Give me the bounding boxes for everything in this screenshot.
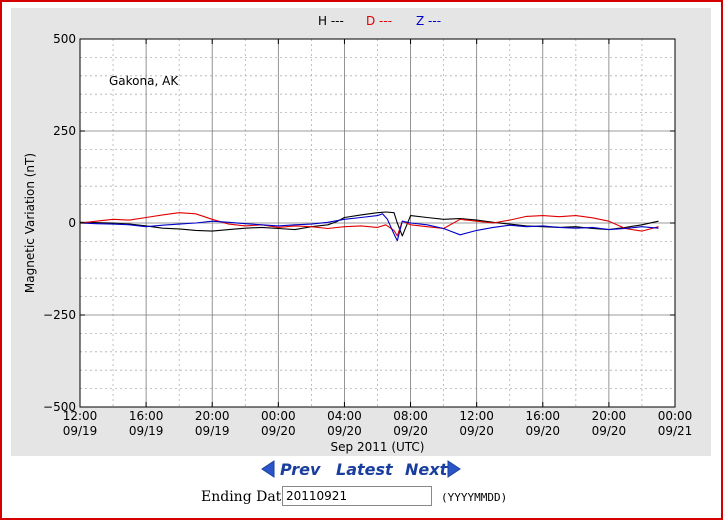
- legend-entry-d: D ---: [366, 14, 392, 28]
- x-tick-time-label: 20:00: [195, 409, 230, 423]
- x-tick-date-label: 09/21: [658, 424, 693, 438]
- x-tick-time-label: 12:00: [63, 409, 98, 423]
- x-tick-time-label: 12:00: [459, 409, 494, 423]
- x-tick-date-label: 09/20: [393, 424, 428, 438]
- x-tick-time-label: 08:00: [393, 409, 428, 423]
- x-tick-date-label: 09/20: [261, 424, 296, 438]
- prev-link[interactable]: Prev: [280, 460, 321, 479]
- x-tick-time-label: 00:00: [261, 409, 296, 423]
- x-tick-time-label: 00:00: [658, 409, 693, 423]
- y-tick-label: 250: [53, 124, 76, 138]
- ending-date-input[interactable]: [282, 486, 432, 506]
- prev-arrow-icon[interactable]: [260, 460, 276, 478]
- x-tick-date-label: 09/19: [63, 424, 98, 438]
- date-form: Ending Date: (YYYYMMDD): [0, 485, 723, 509]
- next-arrow-icon[interactable]: [446, 460, 462, 478]
- legend-entry-h: H ---: [318, 14, 344, 28]
- legend-entry-z: Z ---: [416, 14, 441, 28]
- station-annotation: Gakona, AK: [109, 74, 179, 88]
- ending-date-label: Ending Date:: [201, 489, 295, 505]
- navigation-bar: Prev Latest Next: [0, 458, 723, 482]
- y-tick-label: −500: [43, 400, 76, 414]
- x-tick-date-label: 09/19: [129, 424, 164, 438]
- x-tick-date-label: 09/20: [525, 424, 560, 438]
- series-d-line: [79, 212, 659, 237]
- x-tick-time-label: 04:00: [327, 409, 362, 423]
- date-format-hint: (YYYYMMDD): [441, 491, 508, 504]
- y-axis-label: Magnetic Variation (nT): [23, 153, 37, 293]
- latest-link[interactable]: Latest: [336, 460, 393, 479]
- x-tick-date-label: 09/20: [592, 424, 627, 438]
- y-tick-label: 0: [68, 216, 76, 230]
- x-tick-time-label: 20:00: [592, 409, 627, 423]
- next-link[interactable]: Next: [405, 460, 448, 479]
- x-tick-time-label: 16:00: [525, 409, 560, 423]
- x-tick-date-label: 09/20: [459, 424, 494, 438]
- magnetometer-chart: 5002500−250−50012:0009/1916:0009/1920:00…: [23, 14, 693, 454]
- x-axis-label: Sep 2011 (UTC): [331, 440, 425, 454]
- x-tick-date-label: 09/19: [195, 424, 230, 438]
- x-tick-date-label: 09/20: [327, 424, 362, 438]
- y-tick-label: 500: [53, 32, 76, 46]
- series-z-line: [79, 213, 659, 242]
- x-tick-time-label: 16:00: [129, 409, 164, 423]
- y-tick-label: −250: [43, 308, 76, 322]
